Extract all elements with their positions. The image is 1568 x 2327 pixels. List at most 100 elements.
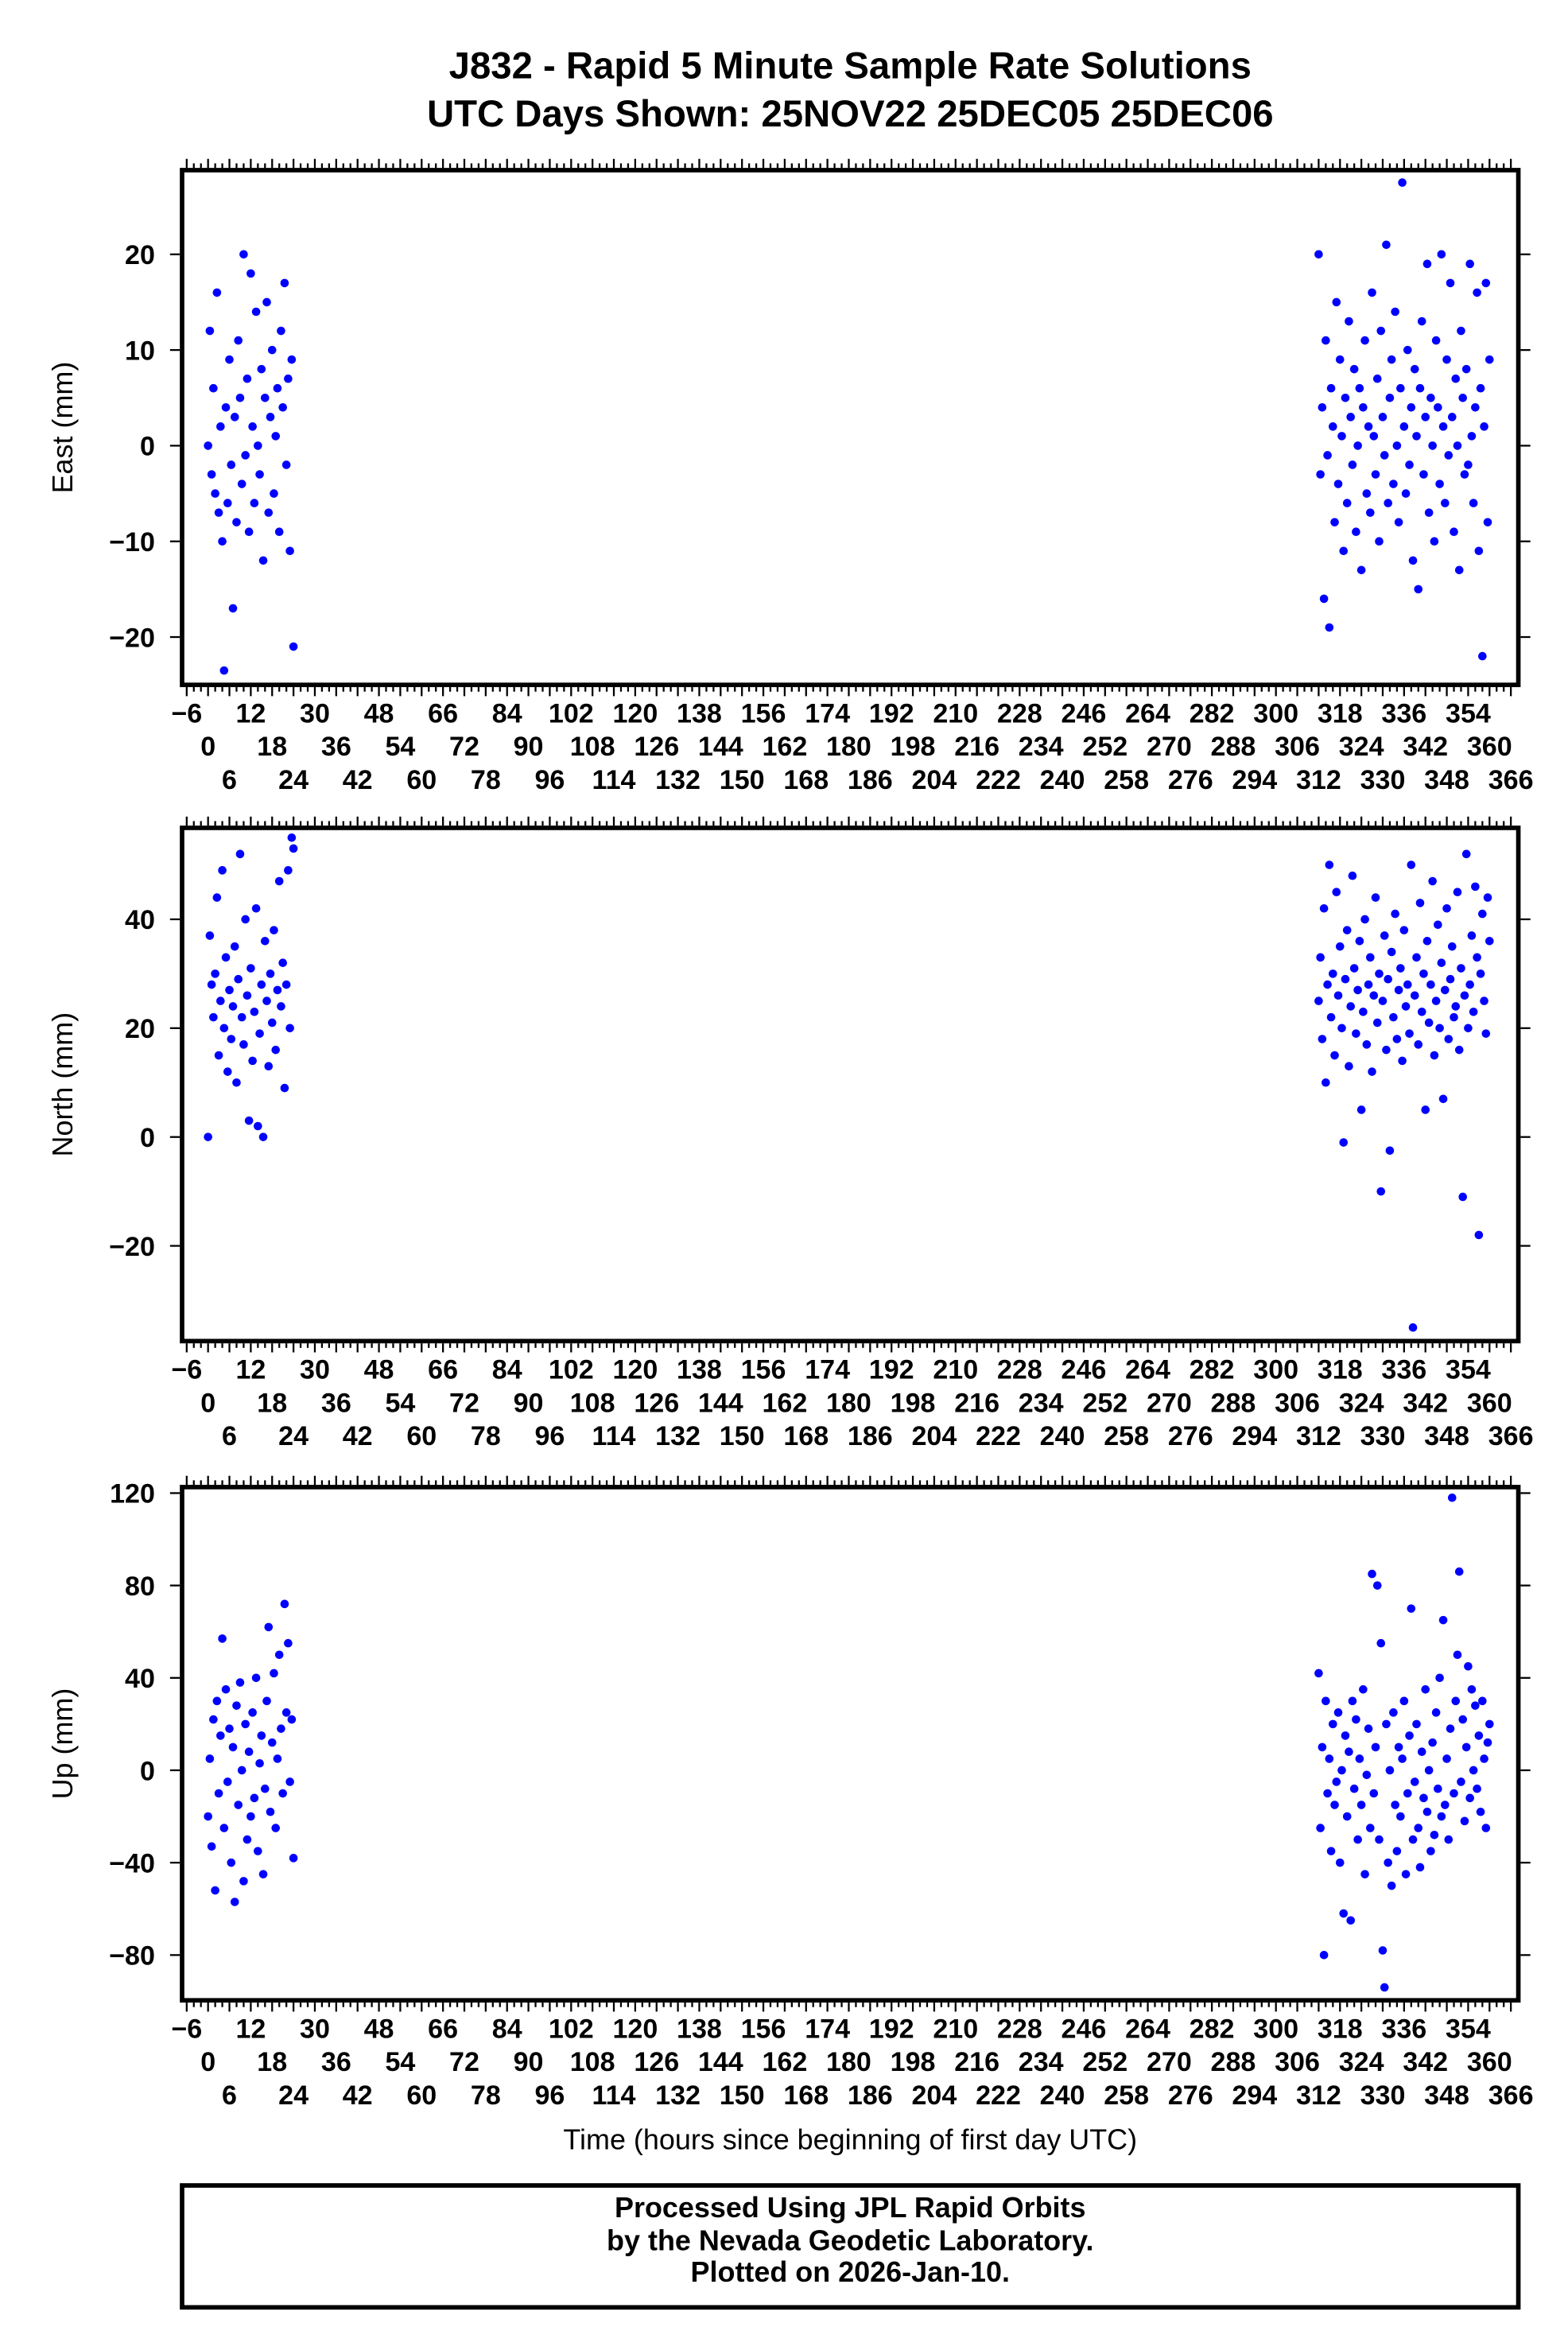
panel-up: −606121824303642485460667278849096102108…	[46, 1475, 1534, 2111]
data-point	[1410, 991, 1419, 1000]
x-tick-label: 114	[592, 765, 636, 795]
data-point	[270, 1669, 278, 1678]
x-tick-label: 246	[1062, 1355, 1107, 1385]
data-point	[1460, 470, 1469, 479]
data-point	[1469, 1766, 1478, 1775]
data-point	[1335, 942, 1345, 951]
data-point	[230, 413, 239, 422]
data-point	[1330, 1801, 1339, 1809]
x-tick-label: 66	[428, 698, 458, 728]
data-point	[1337, 432, 1346, 441]
x-tick-label: 216	[954, 732, 999, 762]
data-point	[1419, 470, 1428, 479]
data-point	[228, 1742, 238, 1752]
x-tick-label: 306	[1275, 732, 1320, 762]
data-point	[1428, 876, 1437, 886]
data-point	[237, 1766, 246, 1775]
x-tick-label: 90	[514, 732, 544, 762]
data-point	[1378, 413, 1388, 422]
x-tick-label: 102	[549, 2014, 594, 2045]
data-point	[1476, 383, 1485, 393]
data-point	[270, 926, 278, 934]
data-point	[1356, 1105, 1366, 1114]
data-point	[254, 1847, 262, 1855]
data-point	[1465, 980, 1474, 989]
data-point	[244, 1116, 254, 1125]
data-point	[1348, 871, 1357, 880]
y-tick-label: −80	[109, 1941, 155, 1972]
data-point	[1419, 969, 1428, 978]
x-tick-label: 12	[235, 698, 266, 728]
data-point	[1364, 1724, 1373, 1733]
data-point	[246, 964, 255, 973]
data-point	[274, 527, 284, 536]
data-point	[214, 1789, 223, 1798]
data-point	[1348, 460, 1357, 469]
x-tick-label: 204	[912, 1421, 957, 1451]
plot-frame	[180, 168, 1521, 688]
footer-line-2: by the Nevada Geodetic Laboratory.	[607, 2224, 1093, 2256]
data-point	[1405, 1029, 1414, 1038]
data-point	[1415, 383, 1425, 393]
data-point	[1322, 1078, 1330, 1087]
x-tick-label: 336	[1381, 1355, 1426, 1385]
data-point	[258, 1132, 268, 1141]
x-tick-label: 222	[976, 765, 1021, 795]
data-point	[285, 1777, 294, 1786]
x-tick-label: 36	[321, 2047, 351, 2077]
data-point	[1461, 1742, 1471, 1752]
x-tick-label: 108	[570, 732, 615, 762]
x-tick-label: 144	[698, 732, 743, 762]
x-tick-label: 324	[1339, 732, 1384, 762]
plot-frame	[180, 1485, 1521, 2003]
data-point	[1392, 441, 1402, 450]
data-point	[284, 1638, 293, 1648]
data-point	[232, 1701, 241, 1710]
x-tick-label: 168	[783, 2080, 829, 2111]
data-point	[1335, 355, 1345, 364]
x-axis-label: Time (hours since beginning of first day…	[563, 2123, 1137, 2156]
data-point	[1414, 585, 1423, 594]
data-point	[1441, 985, 1450, 995]
data-point	[1371, 470, 1380, 479]
x-tick-label: 180	[826, 732, 871, 762]
data-point	[248, 422, 257, 431]
data-point	[205, 1754, 215, 1763]
x-tick-label: 336	[1381, 698, 1426, 728]
x-tick-label: 186	[848, 765, 893, 795]
data-point	[1359, 1685, 1368, 1694]
data-point	[1453, 441, 1462, 450]
data-point	[1345, 317, 1353, 326]
data-point	[1461, 364, 1471, 374]
data-point	[241, 451, 250, 460]
data-point	[209, 1012, 218, 1022]
x-tick-label: 252	[1082, 2047, 1127, 2077]
data-point	[1316, 470, 1325, 479]
data-point	[1376, 326, 1386, 336]
data-point	[237, 1012, 246, 1022]
y-tick-label: −10	[109, 527, 155, 557]
data-point	[1485, 355, 1494, 364]
x-tick-label: 126	[634, 1388, 679, 1418]
data-point	[1476, 969, 1485, 978]
data-point	[1422, 937, 1432, 946]
x-tick-label: 318	[1318, 698, 1363, 728]
data-point	[1342, 499, 1352, 507]
data-point	[248, 1708, 257, 1717]
data-point	[243, 1835, 252, 1844]
data-point	[216, 1731, 225, 1740]
data-point	[281, 980, 291, 989]
data-point	[1428, 441, 1437, 450]
data-point	[1483, 518, 1492, 526]
data-point	[1391, 307, 1399, 317]
data-point	[1464, 1024, 1473, 1033]
x-tick-label: 12	[235, 2014, 266, 2045]
data-point	[1421, 413, 1430, 422]
footer-box	[180, 2183, 1521, 2310]
x-tick-label: 102	[549, 698, 594, 728]
data-point	[1450, 1012, 1458, 1022]
data-point	[246, 269, 255, 278]
x-tick-label: 36	[321, 1388, 351, 1418]
x-tick-label: 84	[492, 2014, 522, 2045]
